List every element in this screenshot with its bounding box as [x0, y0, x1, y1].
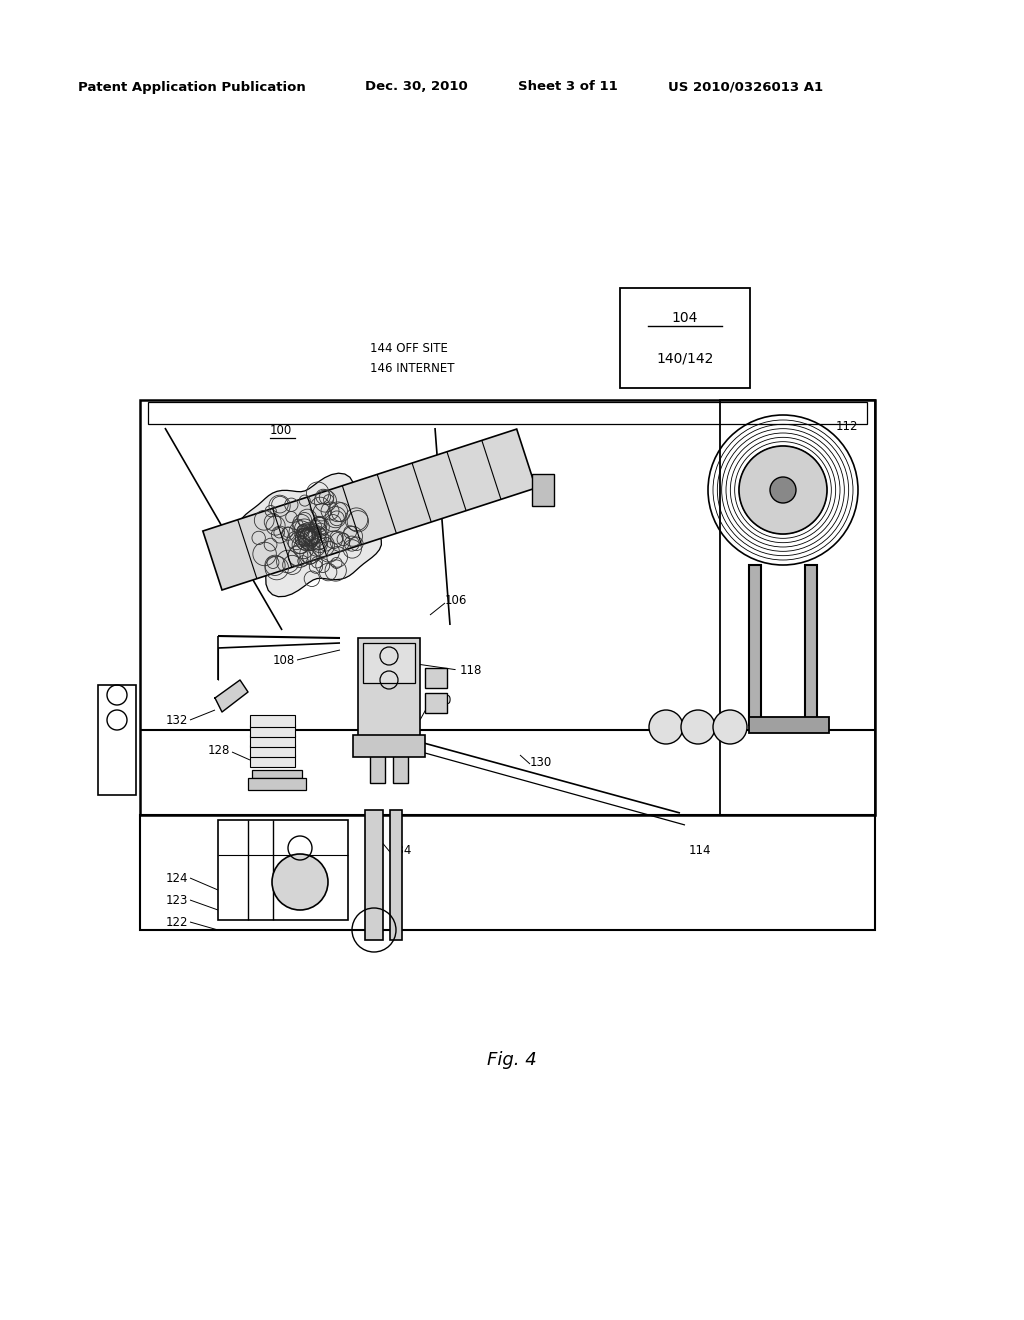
Text: 123: 123 [166, 894, 188, 907]
Text: Sheet 3 of 11: Sheet 3 of 11 [518, 81, 617, 94]
Text: 114: 114 [689, 843, 712, 857]
Text: Patent Application Publication: Patent Application Publication [78, 81, 306, 94]
Bar [390, 810, 402, 940]
Polygon shape [203, 429, 536, 590]
Bar [749, 565, 761, 725]
Bar [425, 693, 447, 713]
Text: 120: 120 [430, 693, 453, 706]
Bar [358, 638, 420, 743]
Text: 130: 130 [530, 755, 552, 768]
Text: US 2010/0326013 A1: US 2010/0326013 A1 [668, 81, 823, 94]
Text: 144 OFF SITE: 144 OFF SITE [370, 342, 447, 355]
Bar [425, 668, 447, 688]
Bar [370, 743, 385, 783]
Bar [250, 725, 295, 737]
Bar [148, 403, 867, 424]
Text: 102: 102 [289, 541, 311, 554]
Text: 134: 134 [390, 843, 413, 857]
Bar [252, 770, 302, 777]
Text: 100: 100 [270, 424, 292, 437]
Text: Dec. 30, 2010: Dec. 30, 2010 [365, 81, 468, 94]
Bar [140, 814, 874, 931]
Text: 140/142: 140/142 [656, 351, 714, 366]
Text: 102: 102 [290, 531, 310, 540]
Bar [749, 717, 829, 733]
Bar [353, 735, 425, 756]
Bar [248, 777, 306, 789]
Bar [250, 735, 295, 747]
Bar [720, 400, 874, 814]
Text: 104: 104 [672, 312, 698, 325]
Circle shape [713, 710, 746, 744]
Bar [532, 474, 554, 506]
Text: 124: 124 [166, 871, 188, 884]
Bar [365, 810, 383, 940]
Bar [250, 715, 295, 727]
Text: 112: 112 [836, 420, 858, 433]
Circle shape [272, 854, 328, 909]
Text: Fig. 4: Fig. 4 [487, 1051, 537, 1069]
Bar [98, 685, 136, 795]
Circle shape [739, 446, 827, 535]
Bar [362, 643, 415, 682]
Bar [250, 744, 295, 756]
Bar [218, 820, 348, 920]
Bar [393, 743, 408, 783]
Polygon shape [239, 473, 381, 597]
Text: 128: 128 [208, 743, 230, 756]
Text: 106: 106 [445, 594, 467, 606]
Bar [620, 288, 750, 388]
Text: 122: 122 [166, 916, 188, 928]
Circle shape [649, 710, 683, 744]
Text: 108: 108 [272, 653, 295, 667]
Text: 132: 132 [166, 714, 188, 726]
Bar [250, 755, 295, 767]
Bar [805, 565, 817, 725]
Polygon shape [215, 680, 248, 711]
Circle shape [681, 710, 715, 744]
Circle shape [770, 477, 796, 503]
Bar [140, 400, 874, 814]
Text: 146 INTERNET: 146 INTERNET [370, 362, 455, 375]
Text: 118: 118 [460, 664, 482, 676]
